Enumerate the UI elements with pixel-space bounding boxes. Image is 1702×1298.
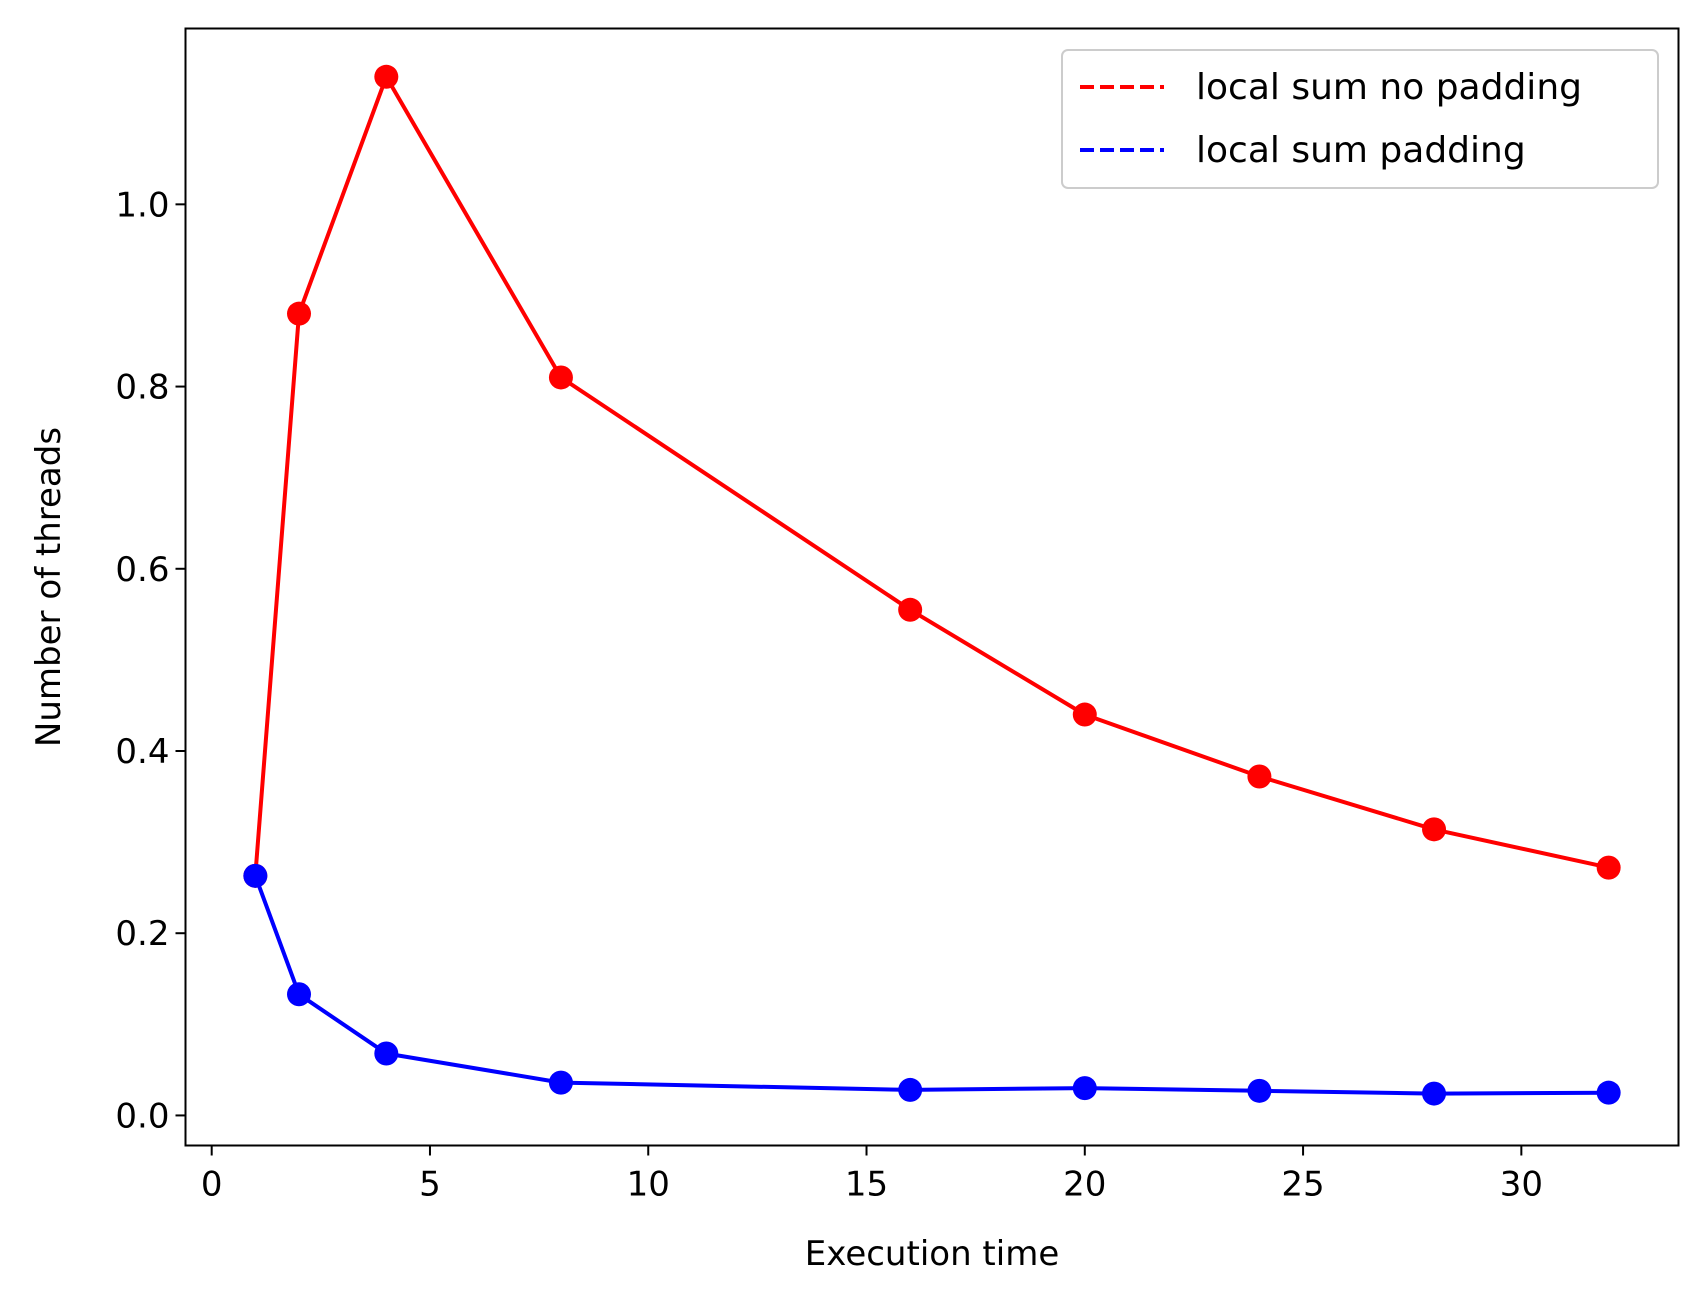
y-tick-label: 1.0: [115, 185, 169, 225]
y-axis-ticks: 0.0 0.2 0.4 0.6 0.8 1.0: [115, 185, 186, 1136]
x-tick-label: 30: [1500, 1165, 1543, 1205]
data-point-series-1: [374, 1041, 399, 1066]
data-point-series-1: [287, 982, 312, 1007]
data-point-series-0: [548, 365, 573, 390]
x-tick-label: 25: [1281, 1165, 1324, 1205]
data-point-series-1: [898, 1077, 923, 1102]
data-point-series-0: [1422, 817, 1447, 842]
data-point-series-1: [243, 863, 268, 888]
axes-frame: [184, 27, 1680, 1147]
y-tick-label: 0.0: [115, 1096, 169, 1136]
x-axis-label: Execution time: [805, 1234, 1059, 1274]
data-point-series-1: [1422, 1081, 1447, 1106]
x-axis-ticks: 0 5 10 15 20 25 30: [201, 1145, 1543, 1205]
y-tick-label: 0.2: [115, 914, 169, 954]
y-tick-label: 0.6: [115, 550, 169, 590]
data-point-series-1: [1596, 1080, 1621, 1105]
data-point-series-0: [1072, 702, 1097, 727]
data-point-series-0: [1596, 855, 1621, 880]
data-point-series-1: [548, 1070, 573, 1095]
x-tick-label: 0: [201, 1165, 223, 1205]
x-tick-label: 10: [627, 1165, 670, 1205]
legend-label-no-padding: local sum no padding: [1196, 67, 1582, 108]
x-tick-label: 15: [845, 1165, 888, 1205]
data-point-series-0: [374, 64, 399, 89]
data-point-series-0: [1247, 764, 1272, 789]
data-point-series-1: [1072, 1076, 1097, 1101]
legend-box: [1061, 49, 1659, 189]
data-point-series-0: [287, 301, 312, 326]
series-layer: [243, 64, 1621, 1106]
legend: local sum no padding local sum padding: [1061, 49, 1659, 189]
x-tick-label: 20: [1063, 1165, 1106, 1205]
x-tick-label: 5: [419, 1165, 441, 1205]
y-tick-label: 0.4: [115, 732, 169, 772]
legend-label-padding: local sum padding: [1196, 130, 1526, 171]
data-point-series-1: [1247, 1078, 1272, 1103]
y-tick-label: 0.8: [115, 368, 169, 408]
data-point-series-0: [898, 597, 923, 622]
y-axis-label: Number of threads: [29, 427, 69, 747]
